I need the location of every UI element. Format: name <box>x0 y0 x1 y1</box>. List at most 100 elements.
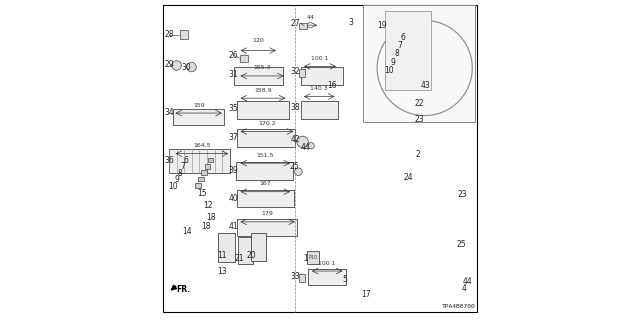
Text: 10: 10 <box>168 181 179 190</box>
Text: 21: 21 <box>234 254 244 263</box>
Bar <box>218 233 235 261</box>
Text: 18: 18 <box>206 212 215 222</box>
Bar <box>205 164 211 169</box>
Bar <box>299 69 305 77</box>
Text: 164.5: 164.5 <box>193 143 211 148</box>
Text: 151.5: 151.5 <box>257 153 274 158</box>
Text: 1: 1 <box>303 254 307 263</box>
Text: 28: 28 <box>164 30 174 39</box>
Bar <box>173 109 224 125</box>
Bar <box>301 67 342 85</box>
Text: 44: 44 <box>463 277 472 286</box>
Bar <box>198 177 204 181</box>
Text: 23: 23 <box>458 190 468 199</box>
Text: 39: 39 <box>229 166 239 175</box>
Text: 3: 3 <box>348 18 353 27</box>
Text: 34: 34 <box>164 108 174 117</box>
Bar <box>240 54 248 62</box>
Bar <box>250 233 266 261</box>
Text: 4: 4 <box>462 284 467 293</box>
Text: 31: 31 <box>228 70 238 79</box>
Circle shape <box>308 142 314 149</box>
Text: 170.2: 170.2 <box>258 121 276 126</box>
Bar <box>237 219 297 236</box>
Text: 11: 11 <box>218 251 227 260</box>
Text: 32: 32 <box>291 67 300 76</box>
Bar <box>385 11 431 90</box>
Text: TPA4B0700: TPA4B0700 <box>442 304 476 309</box>
Text: 5: 5 <box>342 276 347 284</box>
Bar <box>237 129 295 147</box>
Bar <box>308 269 346 285</box>
Bar <box>238 237 253 264</box>
Text: 140 3: 140 3 <box>310 86 328 91</box>
Text: 15: 15 <box>197 189 207 198</box>
Text: 26: 26 <box>229 51 239 60</box>
Text: 10: 10 <box>385 66 394 75</box>
Text: 158.9: 158.9 <box>254 88 272 93</box>
Text: 7: 7 <box>180 163 186 172</box>
Bar <box>301 101 339 119</box>
Text: 41: 41 <box>229 222 239 231</box>
Bar <box>307 251 319 264</box>
Text: 7: 7 <box>397 41 402 50</box>
Text: 6: 6 <box>184 156 189 165</box>
Circle shape <box>172 61 181 70</box>
Text: 24: 24 <box>403 173 413 182</box>
Text: 17: 17 <box>361 290 371 299</box>
Text: 159: 159 <box>193 103 205 108</box>
Text: 42: 42 <box>291 135 300 144</box>
Circle shape <box>297 136 308 148</box>
Text: 33: 33 <box>291 272 300 281</box>
Text: 6: 6 <box>401 33 406 42</box>
Text: 22: 22 <box>415 99 424 108</box>
Text: 20: 20 <box>246 251 255 260</box>
Text: 36: 36 <box>164 156 174 164</box>
Circle shape <box>294 168 302 176</box>
Text: 16: 16 <box>327 81 337 90</box>
Bar <box>202 170 207 175</box>
Text: 12: 12 <box>204 201 213 210</box>
Text: 100 1: 100 1 <box>318 260 336 266</box>
Bar <box>237 190 294 207</box>
Text: 120: 120 <box>252 38 264 43</box>
Text: 13: 13 <box>218 267 227 276</box>
Text: 25: 25 <box>457 240 467 249</box>
Circle shape <box>187 62 196 72</box>
Bar <box>363 4 476 122</box>
Bar <box>208 158 213 162</box>
Text: FR.: FR. <box>177 285 191 294</box>
Text: 19: 19 <box>377 21 387 30</box>
Text: 8: 8 <box>394 49 399 58</box>
Text: 30: 30 <box>181 62 191 72</box>
Text: 155.3: 155.3 <box>253 65 271 69</box>
Text: 18: 18 <box>201 222 211 231</box>
Bar <box>237 101 289 119</box>
Text: 37: 37 <box>229 133 239 142</box>
Text: 23: 23 <box>415 115 424 124</box>
Text: 44: 44 <box>307 15 314 20</box>
Text: 40: 40 <box>229 194 239 203</box>
Bar <box>299 274 305 282</box>
Text: 25: 25 <box>289 162 299 171</box>
Text: 35: 35 <box>229 104 239 113</box>
Text: 38: 38 <box>291 103 300 112</box>
Text: 27: 27 <box>291 19 300 28</box>
Text: 43: 43 <box>420 81 431 90</box>
Text: 8: 8 <box>177 169 182 178</box>
Bar <box>236 162 292 180</box>
Text: 44: 44 <box>300 143 310 152</box>
Text: 100 1: 100 1 <box>311 56 329 61</box>
Text: 179: 179 <box>262 212 273 216</box>
Bar <box>170 149 230 173</box>
Text: 29: 29 <box>164 60 174 69</box>
Text: 9: 9 <box>390 58 396 67</box>
Text: 14: 14 <box>182 227 191 236</box>
Text: 2: 2 <box>416 150 420 159</box>
Bar <box>180 30 188 39</box>
Bar <box>299 23 307 29</box>
Text: 9: 9 <box>174 175 179 184</box>
Text: 167: 167 <box>260 181 271 186</box>
Text: P10: P10 <box>308 255 317 260</box>
Bar <box>195 183 201 188</box>
